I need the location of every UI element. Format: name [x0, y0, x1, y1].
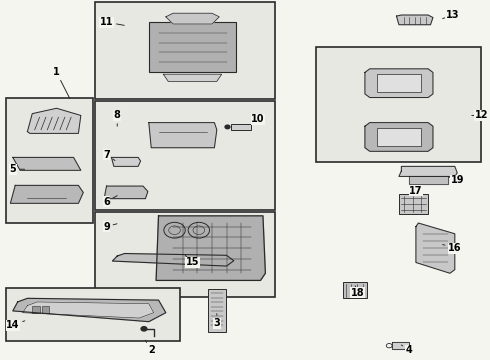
Text: 6: 6	[103, 196, 117, 207]
Bar	[96, 101, 275, 211]
Circle shape	[225, 125, 230, 129]
Text: 13: 13	[442, 10, 459, 20]
Text: 12: 12	[472, 111, 488, 121]
Bar	[96, 212, 275, 297]
Polygon shape	[13, 157, 81, 170]
Polygon shape	[399, 166, 457, 176]
Text: 2: 2	[146, 340, 155, 355]
Polygon shape	[416, 223, 455, 273]
Bar	[32, 306, 40, 313]
Polygon shape	[112, 253, 234, 266]
Circle shape	[188, 222, 210, 238]
Text: 7: 7	[103, 150, 115, 161]
Polygon shape	[13, 298, 166, 321]
Bar	[42, 306, 49, 313]
Polygon shape	[409, 176, 447, 184]
Polygon shape	[104, 186, 148, 199]
Bar	[5, 98, 93, 223]
Polygon shape	[163, 74, 221, 81]
Text: 4: 4	[401, 345, 412, 355]
Text: 8: 8	[114, 111, 121, 126]
Bar	[377, 74, 421, 92]
Text: 14: 14	[6, 320, 25, 330]
Polygon shape	[10, 185, 83, 203]
Bar	[5, 288, 180, 341]
Bar	[399, 194, 428, 214]
Bar	[149, 22, 236, 72]
Text: 3: 3	[214, 314, 220, 328]
Polygon shape	[392, 342, 409, 349]
Polygon shape	[27, 108, 81, 134]
Bar	[317, 47, 482, 162]
Text: 19: 19	[447, 175, 464, 185]
Polygon shape	[149, 123, 217, 148]
Text: 5: 5	[9, 164, 24, 174]
Text: 17: 17	[409, 186, 423, 196]
Polygon shape	[156, 216, 266, 280]
Text: 15: 15	[185, 255, 199, 267]
Polygon shape	[396, 15, 433, 25]
Polygon shape	[365, 69, 433, 98]
Bar	[343, 282, 368, 298]
Circle shape	[141, 327, 147, 331]
Bar	[96, 3, 275, 99]
Polygon shape	[23, 302, 154, 318]
Bar	[208, 289, 225, 332]
Circle shape	[164, 222, 185, 238]
Text: 16: 16	[442, 243, 462, 253]
Text: 9: 9	[103, 222, 117, 231]
Text: 10: 10	[248, 114, 265, 125]
Bar	[231, 124, 251, 130]
Polygon shape	[365, 123, 433, 151]
Text: 1: 1	[53, 67, 70, 99]
Text: 18: 18	[351, 286, 365, 298]
Polygon shape	[166, 13, 219, 24]
Bar	[377, 128, 421, 146]
Polygon shape	[111, 157, 141, 166]
Text: 11: 11	[100, 17, 124, 27]
